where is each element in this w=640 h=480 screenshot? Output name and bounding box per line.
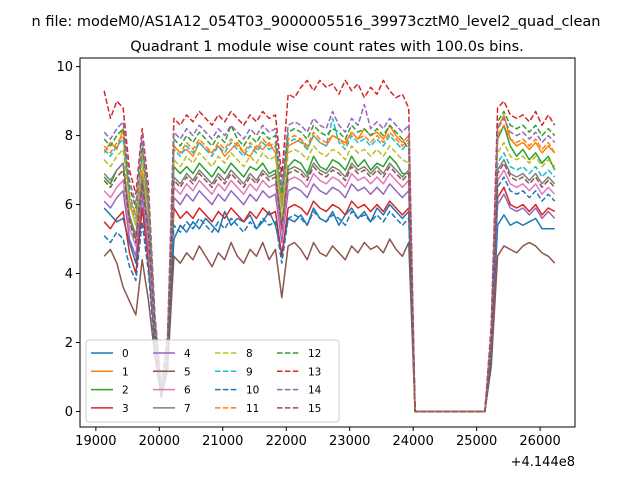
series-line-15 [103,162,556,413]
legend-label-12: 12 [308,348,321,360]
plot-lines [103,79,556,413]
legend-label-8: 8 [246,348,253,360]
legend-label-15: 15 [308,403,321,415]
legend-label-1: 1 [122,366,129,378]
chart-title: Quadrant 1 module wise count rates with … [130,39,524,55]
x-tick-label-7: 26000 [519,434,560,449]
x-tick-label-5: 24000 [392,434,433,449]
x-tick-label-3: 22000 [266,434,307,449]
x-tick-label-0: 19000 [75,434,116,449]
y-tick-label-4: 8 [65,129,73,144]
y-axis: 0 2 4 6 8 10 [56,60,80,420]
x-axis: 19000 20000 21000 22000 23000 24000 25000 26000 [75,427,561,449]
y-tick-label-1: 2 [65,336,73,351]
y-tick-label-2: 4 [65,267,73,282]
y-tick-label-5: 10 [56,60,73,75]
legend-label-7: 7 [184,403,191,415]
x-tick-label-2: 21000 [202,434,243,449]
legend-label-5: 5 [184,366,191,378]
legend-label-0: 0 [122,348,129,360]
legend-label-14: 14 [308,385,322,397]
figure-suptitle: n file: modeM0/AS1A12_054T03_9000005516_… [32,14,601,30]
legend-label-9: 9 [246,366,253,378]
legend-label-10: 10 [246,385,259,397]
legend-label-6: 6 [184,385,191,397]
x-offset-label: +4.144e8 [511,455,575,470]
series-line-10 [103,176,556,413]
legend-label-11: 11 [246,403,259,415]
legend-label-13: 13 [308,366,321,378]
legend-label-3: 3 [122,403,129,415]
plot-frame [79,57,576,428]
x-tick-label-6: 25000 [456,434,497,449]
y-tick-label-0: 0 [65,405,73,420]
legend-label-4: 4 [184,348,191,360]
legend-label-2: 2 [122,385,129,397]
x-tick-label-4: 23000 [329,434,370,449]
x-tick-label-1: 20000 [139,434,180,449]
y-tick-label-3: 6 [65,198,73,213]
legend-box [85,339,340,423]
